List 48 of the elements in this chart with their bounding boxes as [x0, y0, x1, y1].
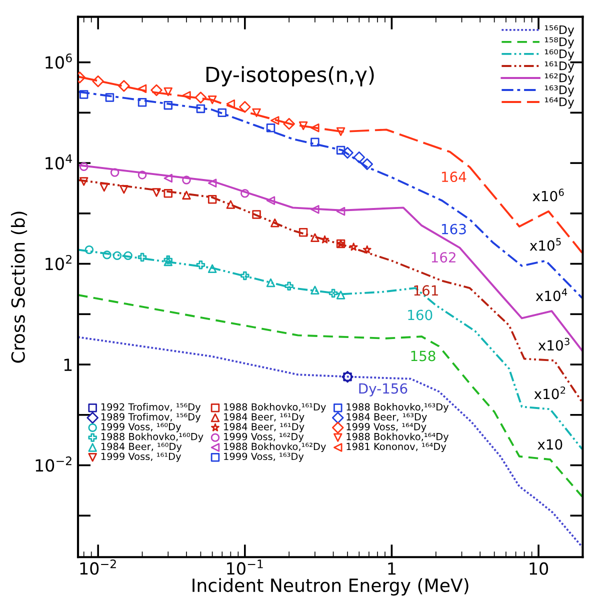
legend-label: ¹⁵⁸Dy	[544, 37, 574, 49]
annotation: 164	[442, 172, 466, 182]
legend-label: 1984 Beer, ¹⁶¹Dy	[224, 413, 304, 422]
legend-label: 1988 Bokhovko,¹⁶⁴Dy	[346, 432, 449, 442]
y-tick-label: 10$^{6}$	[46, 53, 72, 69]
annotation: x10$^{4}$	[536, 288, 568, 302]
legend-label: 1984 Beer, ¹⁶³Dy	[346, 413, 427, 422]
legend-label: ¹⁶¹Dy	[544, 61, 574, 73]
x-tick-label: 10$^{−1}$	[227, 560, 263, 575]
legend-label: ¹⁶⁰Dy	[544, 49, 574, 61]
legend-label: 1988 Bokhovko,¹⁶¹Dy	[224, 403, 326, 412]
x-tick-label: 10$^{−2}$	[80, 559, 116, 575]
legend-label: 1999 Voss, ¹⁶⁴Dy	[346, 423, 426, 432]
annotation: 160	[408, 310, 432, 320]
x-tick-label: 1	[388, 562, 396, 575]
annotation: x10$^{2}$	[534, 386, 566, 400]
annotation: 158	[411, 350, 436, 362]
x-tick-label: 10	[530, 562, 548, 575]
legend-label: 1988 Bokhovko,¹⁶⁰Dy	[101, 432, 204, 442]
legend-label: ¹⁶⁴Dy	[544, 97, 574, 109]
annotation: 163	[442, 224, 466, 234]
legend-label: ¹⁵⁶Dy	[544, 25, 574, 37]
text: Dy-isotopes(n,γ)	[206, 66, 374, 86]
y-tick-label: 10$^{4}$	[46, 154, 72, 170]
legend-label: 1984 Beer, ¹⁶¹Dy	[224, 423, 304, 432]
legend-label: 1984 Beer, ¹⁶⁰Dy	[101, 442, 182, 452]
legend-label: 1999 Voss, ¹⁶¹Dy	[101, 452, 182, 462]
legend-label: 1988 Bokhovko,¹⁶³Dy	[346, 403, 449, 412]
annotation: x10	[538, 439, 562, 450]
legend-label: 1999 Voss, ¹⁶³Dy	[224, 452, 304, 462]
legend-label: 1988 Bokhovko,¹⁶²Dy	[224, 442, 326, 452]
legend-label: 1989 Trofimov, ¹⁵⁶Dy	[101, 412, 201, 422]
y-tick-label: 10$^{2}$	[46, 254, 72, 270]
y-tick-label: 10$^{−2}$	[36, 456, 72, 472]
legend-label: 1992 Trofimov, ¹⁵⁶Dy	[101, 403, 201, 412]
annotation: x10$^{6}$	[532, 188, 564, 202]
y-tick-label: 1	[64, 358, 72, 371]
annotation: 162	[432, 252, 456, 263]
legend-label: ¹⁶³Dy	[544, 85, 574, 97]
x-axis-title: Incident Neutron Energy (MeV)	[192, 578, 468, 596]
legend-label: ¹⁶²Dy	[544, 73, 574, 85]
annotation: x10$^{3}$	[538, 338, 570, 351]
annotation: x10$^{5}$	[530, 238, 561, 251]
legend-label: 1999 Voss, ¹⁶⁰Dy	[101, 423, 182, 432]
legend-label: 1999 Voss, ¹⁶²Dy	[224, 432, 304, 442]
annotation: Dy-156	[359, 383, 408, 396]
legend-label: 1981 Kononov, ¹⁶⁴Dy	[346, 442, 446, 452]
y-axis-title: Cross Section (b)	[10, 212, 28, 363]
